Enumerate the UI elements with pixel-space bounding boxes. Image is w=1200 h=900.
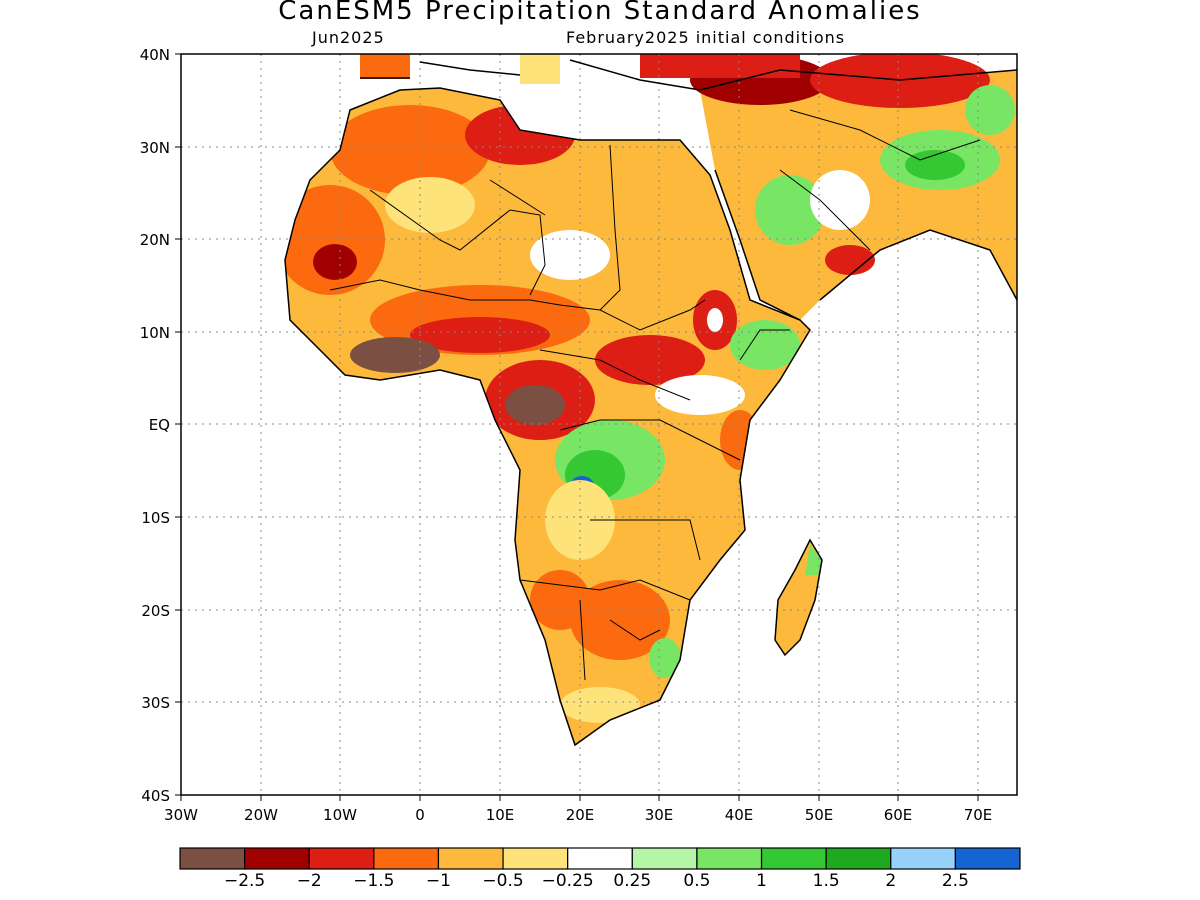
colorbar-swatch (696, 847, 763, 870)
colorbar-swatch (502, 847, 569, 870)
colorbar-label: 2 (885, 871, 896, 891)
x-tick-30e: 30E (645, 806, 674, 824)
y-tick-20n: 20N (140, 231, 170, 249)
colorbar-swatch (760, 847, 827, 870)
gridlines (181, 54, 1017, 795)
colorbar-swatch (179, 847, 246, 870)
colorbar-swatch (567, 847, 633, 870)
colorbar: −2.5 −2 −1.5 −1 −0.5 −0.25 0.25 0.5 1 1.5 2 2.5 (179, 847, 1021, 891)
colorbar-swatch (244, 847, 310, 870)
colorbar-swatch (373, 847, 440, 870)
x-tick-50e: 50E (805, 806, 834, 824)
colorbar-swatch (437, 847, 504, 870)
coastlines (284, 59, 1017, 747)
y-tick-10n: 10N (140, 324, 170, 342)
arabia-anomaly-field (690, 54, 1017, 320)
x-tick-70e: 70E (964, 806, 993, 824)
colorbar-swatch (308, 847, 375, 870)
country-borders (329, 109, 981, 681)
colorbar-label: −2 (297, 871, 322, 891)
x-tick-20w: 20W (244, 806, 278, 824)
colorbar-label: 0.25 (613, 871, 651, 891)
europe-anomaly-field (360, 54, 800, 84)
colorbar-label: 2.5 (942, 871, 969, 891)
y-tick-40n: 40N (140, 46, 170, 64)
y-tick-30n: 30N (140, 139, 170, 157)
y-tick-10s: 10S (141, 509, 170, 527)
colorbar-label: 0.5 (683, 871, 710, 891)
colorbar-label: −0.5 (482, 871, 523, 891)
y-axis-labels: 40N 30N 20N 10N EQ 10S 20S 30S 40S (140, 46, 170, 805)
x-tick-0: 0 (415, 806, 425, 824)
x-tick-10w: 10W (323, 806, 357, 824)
y-tick-eq: EQ (149, 416, 170, 434)
initial-conditions-label: February2025 initial conditions (566, 28, 846, 47)
target-month-label: Jun2025 (312, 28, 385, 47)
y-tick-30s: 30S (141, 694, 170, 712)
colorbar-label: −2.5 (224, 871, 265, 891)
x-tick-20e: 20E (566, 806, 595, 824)
colorbar-label: −0.25 (542, 871, 594, 891)
colorbar-swatch (890, 847, 956, 870)
colorbar-label: 1 (756, 871, 767, 891)
y-tick-40s: 40S (141, 787, 170, 805)
colorbar-label: 1.5 (813, 871, 840, 891)
colorbar-swatch (954, 847, 1021, 870)
colorbar-swatch (825, 847, 892, 870)
x-tick-60e: 60E (884, 806, 913, 824)
x-tick-10e: 10E (486, 806, 515, 824)
map-title: CanESM5 Precipitation Standard Anomalies (278, 0, 922, 26)
colorbar-label: −1 (426, 871, 451, 891)
x-tick-40e: 40E (725, 806, 754, 824)
x-axis-labels: 30W 20W 10W 0 10E 20E 30E 40E 50E 60E 70… (164, 806, 992, 824)
x-tick-30w: 30W (164, 806, 198, 824)
colorbar-label: −1.5 (353, 871, 394, 891)
y-tick-20s: 20S (141, 602, 170, 620)
axis-ticks (175, 53, 979, 801)
colorbar-swatch (631, 847, 698, 870)
